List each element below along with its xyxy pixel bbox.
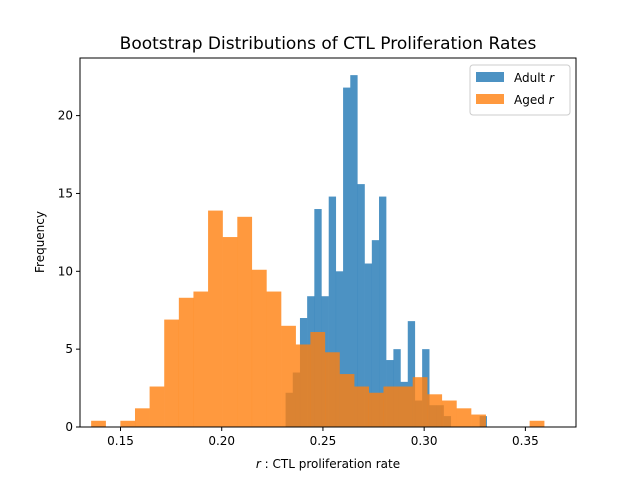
x-tick-label: 0.25 [310, 434, 337, 448]
bar-aged [193, 291, 209, 427]
bar-aged [120, 420, 136, 427]
bar-aged [529, 420, 545, 427]
plot-area [91, 75, 545, 427]
bar-aged [222, 237, 238, 427]
legend-label-var: r [549, 71, 555, 85]
bar-aged [368, 392, 384, 427]
legend-swatch [476, 72, 504, 82]
y-tick-label: 15 [58, 186, 73, 200]
bar-adult [371, 240, 380, 427]
bar-aged [383, 386, 399, 427]
bar-aged [134, 408, 150, 427]
legend-label: Adult r [514, 71, 555, 85]
axes-frame [79, 57, 577, 428]
y-axis-label: Frequency [33, 211, 47, 273]
bar-adult [364, 263, 372, 427]
bar-aged [266, 291, 282, 427]
bar-adult [328, 196, 337, 427]
bar-aged [237, 216, 253, 427]
bar-aged [325, 352, 340, 427]
y-tick-label: 10 [58, 264, 73, 278]
bar-aged [398, 386, 413, 427]
x-axis-label-text: : CTL proliferation rate [261, 457, 400, 471]
bar-adult [357, 184, 365, 427]
bar-aged [427, 394, 443, 427]
series-aged [91, 210, 545, 427]
x-tick-label: 0.20 [208, 434, 235, 448]
bar-aged [354, 386, 370, 427]
bar-aged [281, 325, 296, 427]
bar-adult [314, 209, 322, 427]
bar-aged [251, 269, 267, 427]
bar-aged [164, 319, 179, 427]
y-tick-label: 0 [65, 420, 73, 434]
x-axis: 0.15 0.20 0.25 0.30 0.35 [107, 427, 539, 448]
chart-title: Bootstrap Distributions of CTL Prolifera… [120, 34, 537, 54]
bar-aged [456, 408, 472, 427]
bar-aged [412, 377, 428, 427]
bar-aged [178, 297, 194, 427]
legend-label: Aged r [514, 93, 555, 107]
x-axis-label: r : CTL proliferation rate [256, 457, 400, 471]
bar-aged [208, 210, 223, 427]
bar-aged [339, 374, 355, 427]
bar-aged [91, 420, 106, 427]
bar-aged [441, 400, 457, 427]
y-tick-label: 5 [65, 342, 73, 356]
x-tick-label: 0.15 [107, 434, 134, 448]
x-tick-label: 0.30 [411, 434, 438, 448]
bar-adult [343, 87, 351, 427]
legend-label-var: r [549, 93, 555, 107]
bar-adult [379, 196, 387, 427]
bar-aged [295, 344, 311, 427]
legend-label-name: Aged [514, 93, 549, 107]
x-axis-label-italic: r [256, 457, 262, 471]
bar-adult [350, 75, 358, 427]
legend-label-name: Adult [514, 71, 549, 85]
x-tick-label: 0.35 [512, 434, 539, 448]
bar-aged [149, 386, 165, 427]
bar-aged [310, 332, 326, 427]
bar-adult [407, 321, 416, 427]
y-tick-label: 20 [58, 109, 73, 123]
y-axis: 0 5 10 15 20 [58, 109, 80, 434]
legend-swatch [476, 94, 504, 104]
bar-adult [335, 271, 344, 427]
bar-aged [471, 414, 486, 427]
